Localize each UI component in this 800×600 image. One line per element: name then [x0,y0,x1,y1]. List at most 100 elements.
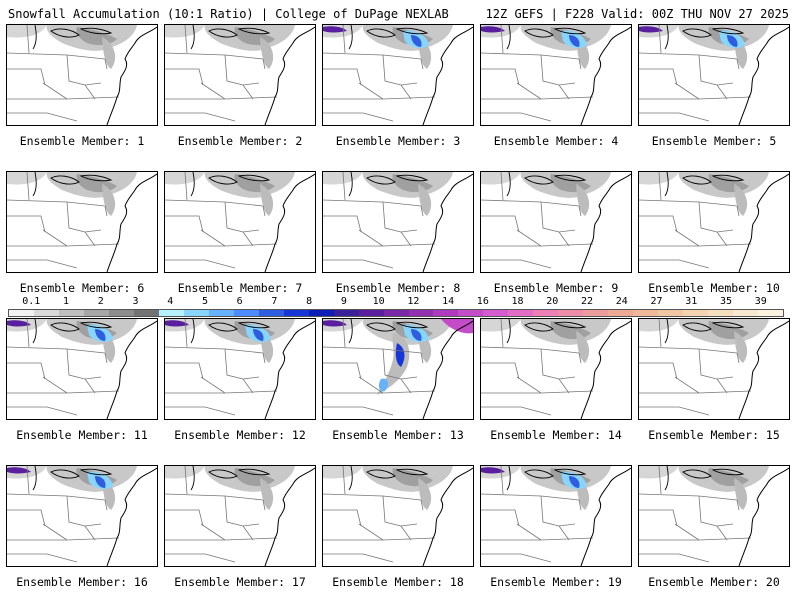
colorbar-swatch [483,310,509,316]
state-boundary [639,52,738,60]
state-boundary [165,553,236,563]
state-boundary [262,205,266,217]
lake-outline [237,27,271,35]
lake-outline [79,27,113,35]
colorbar-label: 18 [511,296,524,307]
colorbar-swatch [333,310,359,316]
ensemble-member-map [322,24,474,126]
ensemble-member-label: Ensemble Member: 17 [174,575,306,589]
state-boundary [66,495,102,527]
state-boundary [242,231,254,247]
state-boundary [323,259,394,269]
state-boundary [184,319,188,348]
state-boundary [516,229,542,247]
snow-shading [481,467,505,474]
state-boundary [42,82,68,100]
ensemble-member-label: Ensemble Member: 10 [648,281,780,295]
coastline [738,320,789,419]
coastline [422,26,473,125]
colorbar-label: 20 [546,296,559,307]
lake-outline [711,174,745,182]
snowfall-map [323,466,473,566]
lake-outline [79,321,113,329]
snow-shading [323,172,363,185]
ensemble-member-map [6,318,158,420]
snow-shading [323,26,347,33]
state-boundary [7,52,106,60]
state-boundary [481,199,580,207]
colorbar-swatch [433,310,459,316]
colorbar-swatch [83,310,109,316]
lake-outline [506,466,511,491]
snow-shading [639,172,679,185]
lake-outline [553,468,587,476]
state-boundary [658,25,662,54]
state-boundary [323,509,362,527]
colorbar-label: 10 [372,296,385,307]
snow-shading [727,35,738,47]
colorbar-labels: 0.1 1 2 3 4 5 6 7 8 9 10 12 14 16 18 20 22 24 27 31 35 39 [8,296,784,308]
colorbar-label: 4 [167,296,174,307]
state-boundary [639,112,710,122]
colorbar-swatch [533,310,559,316]
state-boundary [716,231,728,247]
ensemble-member-map [6,465,158,567]
snow-shading [569,476,580,488]
state-boundary [224,348,260,380]
state-boundary [481,509,520,527]
state-boundary [540,54,576,86]
state-boundary [420,499,424,511]
ensemble-member-label: Ensemble Member: 6 [19,281,145,295]
state-boundary [578,352,582,364]
lake-outline [664,172,669,197]
colorbar-label: 1 [62,296,70,307]
snow-shading [253,329,264,341]
lake-outline [395,27,429,35]
snow-shading [418,184,432,216]
ensemble-member-map [638,171,790,273]
state-boundary [165,537,278,541]
state-boundary [716,378,728,394]
lake-outline [711,468,745,476]
colorbar-swatch [683,310,709,316]
lake-outline [664,466,669,491]
snowfall-map [639,25,789,125]
lake-outline [50,469,80,479]
state-boundary [716,84,728,100]
state-boundary [7,243,120,247]
state-boundary [736,205,740,217]
state-boundary [66,54,102,86]
colorbar-label: 16 [476,296,489,307]
colorbar-label: 27 [650,296,663,307]
lake-outline [366,322,396,332]
state-boundary [165,259,236,269]
state-boundary [165,199,264,207]
colorbar-swatch [258,310,284,316]
lake-outline [553,321,587,329]
state-boundary [323,68,362,86]
lake-outline [32,25,37,50]
colorbar-label: 12 [407,296,420,307]
state-boundary [323,537,436,541]
lake-outline [524,175,554,185]
coastline [106,26,157,125]
snowfall-map [481,319,631,419]
coastline [264,320,315,419]
state-boundary [698,201,734,233]
colorbar-swatch [458,310,484,316]
state-boundary [7,406,78,416]
snow-shading [95,329,106,341]
coastline [106,173,157,272]
ensemble-member-label: Ensemble Member: 15 [648,428,780,442]
state-boundary [184,466,188,495]
lake-outline [506,172,511,197]
snowfall-map [165,25,315,125]
state-boundary [639,406,710,416]
state-boundary [26,319,30,348]
coastline [422,320,473,419]
state-boundary [7,112,78,122]
state-boundary [639,362,678,380]
state-boundary [481,96,594,100]
ensemble-member-map [164,171,316,273]
state-boundary [400,84,412,100]
